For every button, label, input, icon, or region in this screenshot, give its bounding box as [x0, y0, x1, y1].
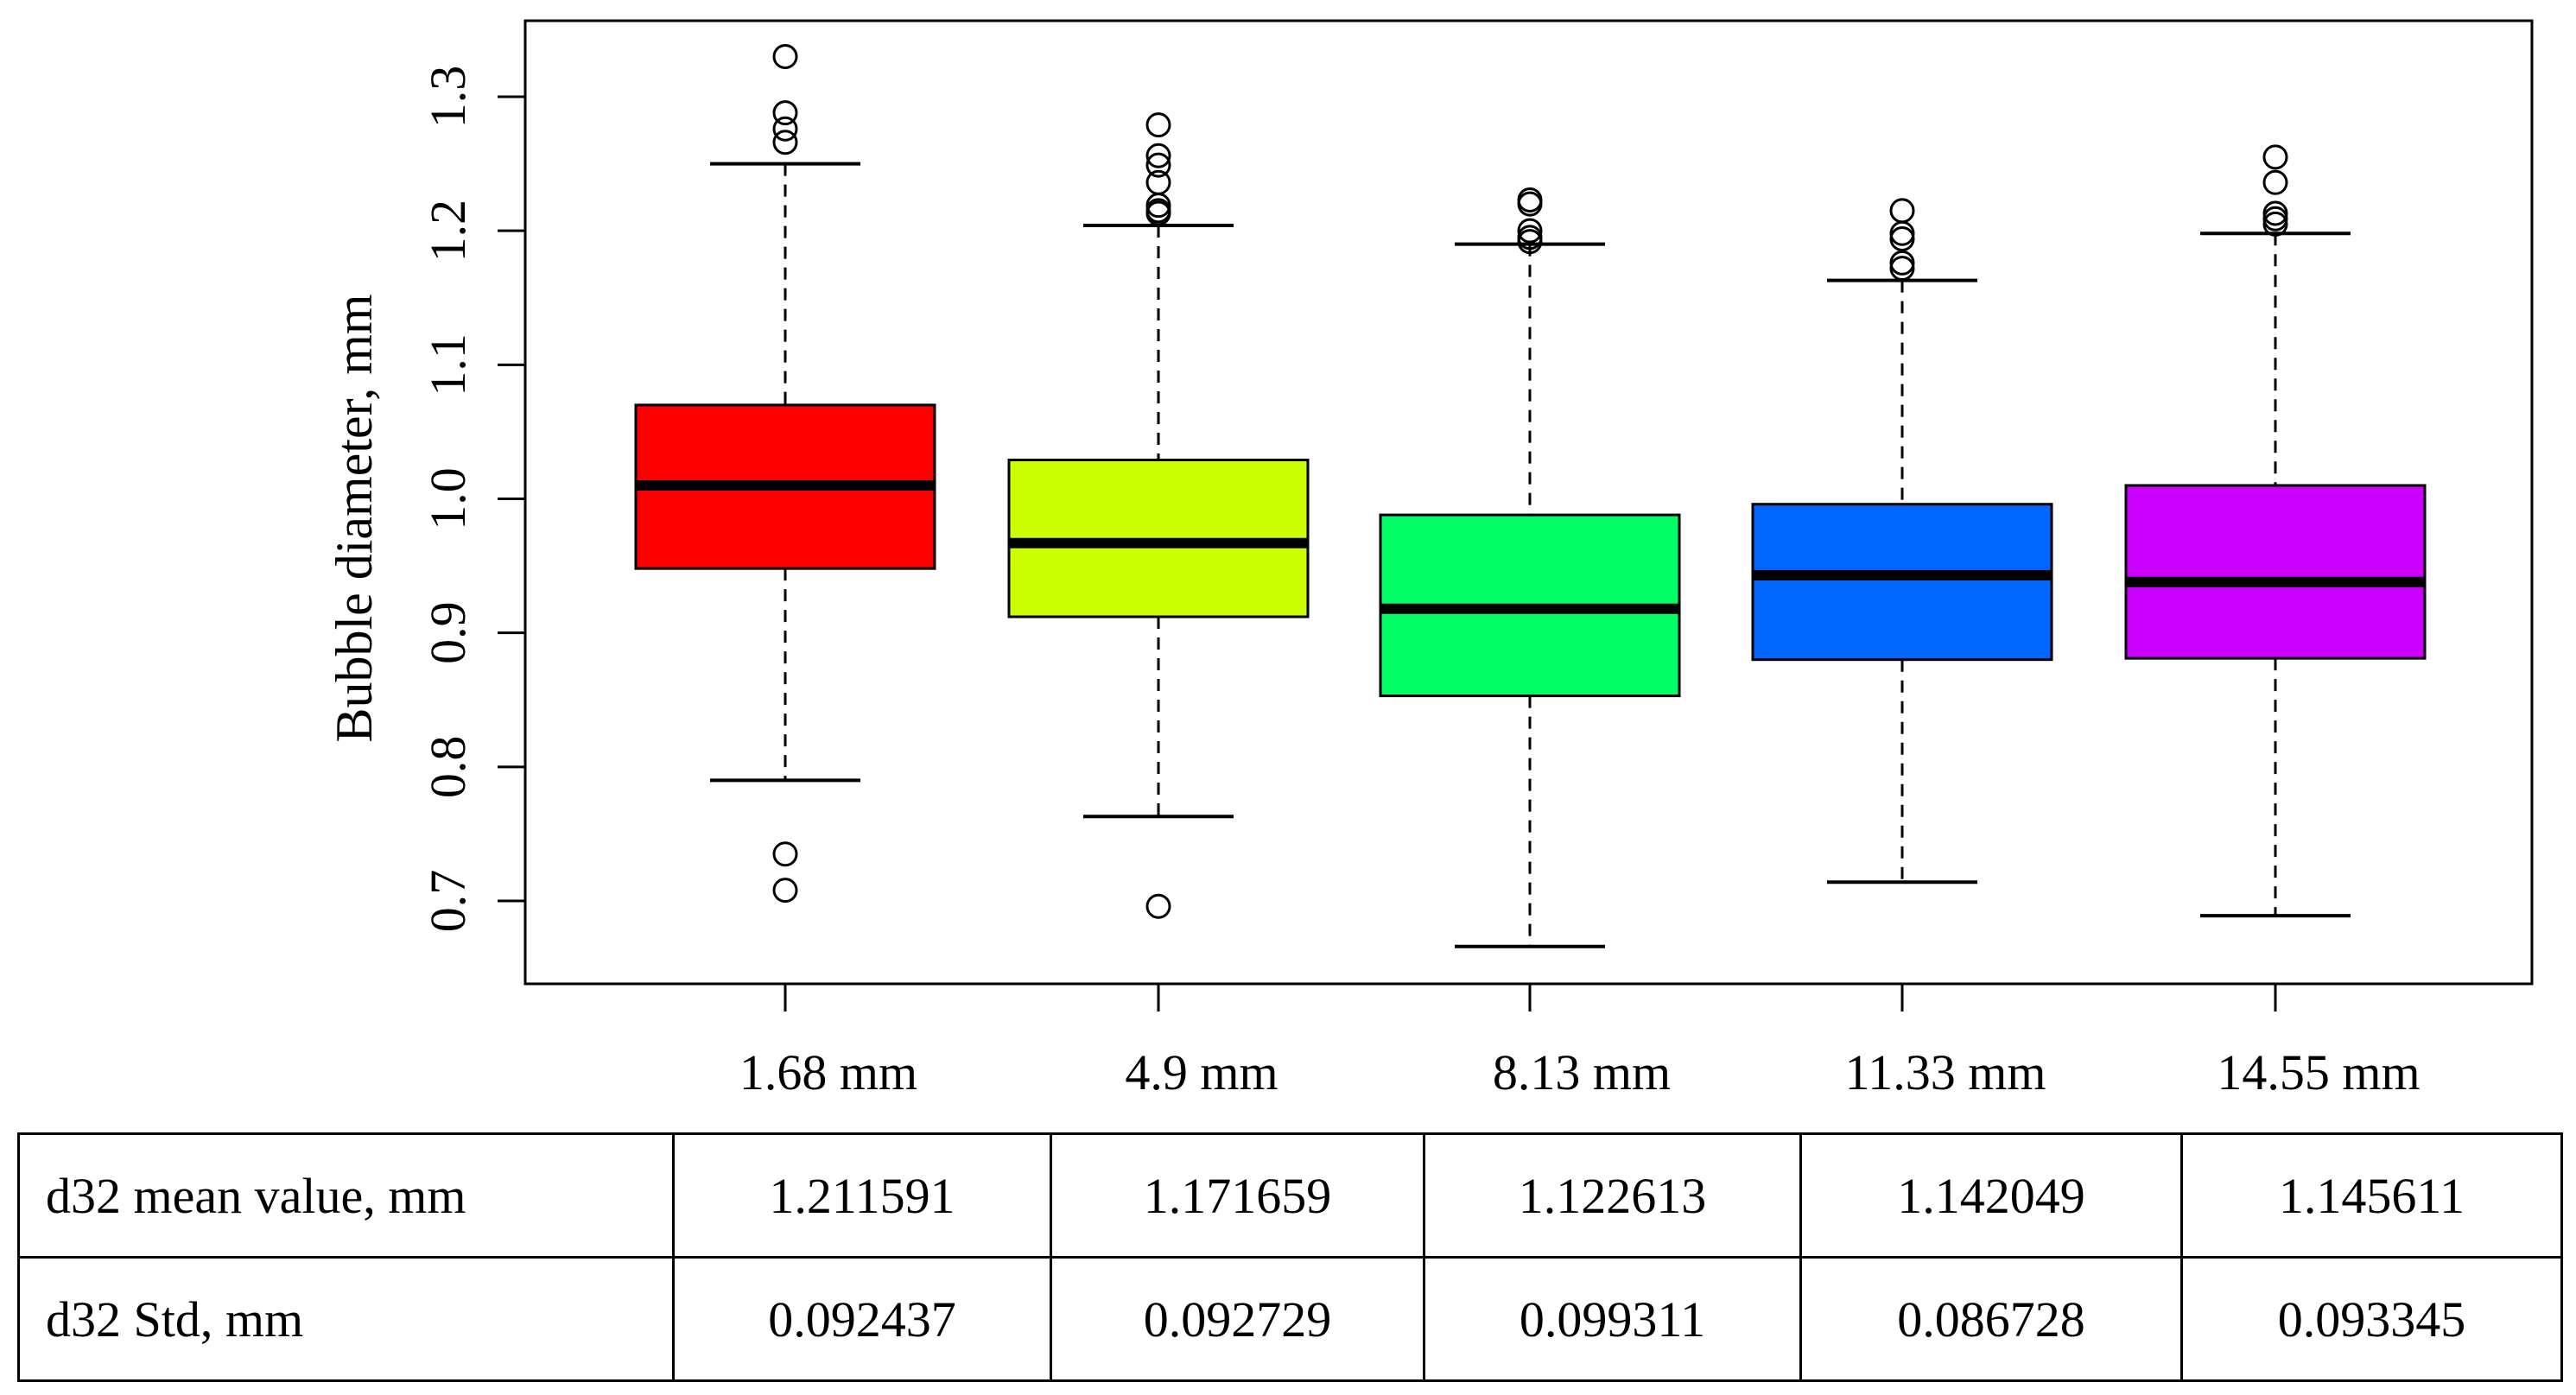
table-cell: 0.092437	[672, 1256, 1052, 1382]
table-cell: 0.093345	[2180, 1256, 2563, 1382]
outlier-point	[772, 100, 798, 126]
outlier-point	[772, 43, 798, 69]
outlier-point	[1145, 200, 1171, 226]
table-cell: 0.099311	[1423, 1256, 1802, 1382]
y-tick-label: 1.3	[420, 66, 476, 129]
outlier-point	[1517, 191, 1543, 217]
outlier-point	[1145, 169, 1171, 195]
y-tick-label: 1.0	[420, 467, 476, 530]
outlier-point	[1889, 220, 1915, 246]
outlier-point	[2262, 169, 2288, 195]
table-cell: 0.092729	[1050, 1256, 1425, 1382]
stats-table: d32 mean value, mm 1.211591 1.171659 1.1…	[17, 1132, 2563, 1382]
outlier-point	[1145, 893, 1171, 919]
box	[1751, 503, 2053, 662]
table-cell: 1.211591	[672, 1132, 1052, 1259]
y-axis-title: Bubble diameter, mm	[326, 294, 383, 742]
table-row-label: d32 mean value, mm	[17, 1132, 675, 1259]
outlier-point	[2262, 206, 2288, 231]
y-tick-label: 0.8	[420, 736, 476, 799]
x-tick-label: 11.33 mm	[1844, 1044, 2046, 1100]
outlier-point	[1889, 256, 1915, 282]
x-tick-label: 1.68 mm	[739, 1044, 918, 1100]
box	[2124, 484, 2427, 660]
outlier-point	[1517, 229, 1543, 255]
x-tick-label: 4.9 mm	[1125, 1044, 1278, 1100]
table-row: d32 Std, mm 0.092437 0.092729 0.099311 0…	[17, 1256, 2563, 1382]
outlier-point	[772, 841, 798, 867]
outliers	[772, 43, 2288, 919]
outlier-point	[1889, 250, 1915, 276]
table-row: d32 mean value, mm 1.211591 1.171659 1.1…	[17, 1132, 2563, 1259]
x-tick-label: 14.55 mm	[2217, 1044, 2421, 1100]
plot-frame	[523, 19, 2534, 986]
outlier-point	[772, 878, 798, 904]
y-tick-label: 1.2	[420, 200, 476, 263]
outlier-point	[1145, 152, 1171, 178]
y-tick-label: 0.9	[420, 601, 476, 664]
table-cell: 1.145611	[2180, 1132, 2563, 1259]
outlier-point	[1145, 143, 1171, 168]
outlier-point	[772, 116, 798, 142]
y-axis: 0.7 0.8 0.9 1.0 1.1 1.2 1.3	[420, 66, 527, 933]
outlier-point	[1145, 112, 1171, 138]
outlier-point	[1889, 198, 1915, 224]
y-tick-label: 1.1	[420, 333, 476, 396]
outlier-point	[2262, 144, 2288, 170]
x-axis	[784, 982, 2277, 1011]
table-cell: 1.171659	[1050, 1132, 1425, 1259]
outlier-point	[772, 130, 798, 155]
table-row-label: d32 Std, mm	[17, 1256, 675, 1382]
boxes	[634, 403, 2427, 698]
table-cell: 0.086728	[1799, 1256, 2183, 1382]
outlier-point	[1889, 225, 1915, 251]
outlier-point	[1517, 218, 1543, 244]
y-tick-label: 0.7	[420, 870, 476, 933]
outlier-point	[2262, 211, 2288, 237]
table-cell: 1.142049	[1799, 1132, 2183, 1259]
whiskers	[710, 162, 2351, 948]
x-tick-label: 8.13 mm	[1492, 1044, 1672, 1100]
table-cell: 1.122613	[1423, 1132, 1802, 1259]
